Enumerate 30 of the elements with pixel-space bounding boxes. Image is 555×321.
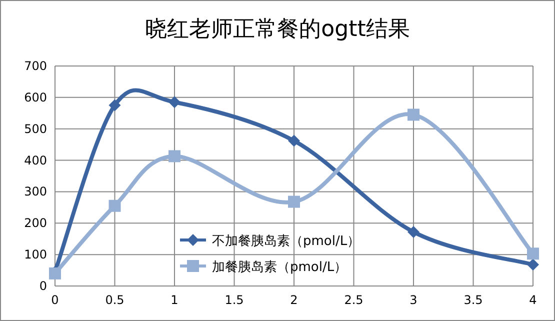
- y-tick-label: 500: [24, 122, 47, 136]
- y-tick-label: 0: [39, 279, 47, 293]
- x-tick-label: 4: [529, 293, 537, 307]
- y-tick-label: 200: [24, 216, 47, 230]
- y-tick-label: 400: [24, 153, 47, 168]
- point: [527, 258, 539, 271]
- legend-label: 不加餐胰岛素（pmol/L）: [212, 234, 360, 249]
- point: [288, 134, 300, 147]
- x-tick-label: 0.5: [105, 293, 124, 307]
- point: [527, 248, 539, 260]
- point: [408, 226, 420, 238]
- y-tick-label: 100: [24, 248, 47, 262]
- point: [108, 99, 121, 112]
- point: [288, 196, 300, 208]
- point: [168, 150, 180, 162]
- chart-title: 晓红老师正常餐的ogtt结果: [145, 17, 410, 42]
- x-tick-label: 3: [410, 293, 418, 307]
- legend-label: 加餐胰岛素（pmol/L）: [212, 260, 348, 275]
- x-tick-label: 3.5: [464, 293, 483, 307]
- y-tick-label: 600: [24, 90, 47, 104]
- y-tick-label: 700: [24, 59, 47, 73]
- point: [408, 108, 420, 121]
- x-tick-label: 1.5: [224, 293, 244, 307]
- x-tick-label: 0: [51, 293, 59, 307]
- point: [108, 200, 121, 212]
- x-tick-label: 1: [170, 293, 178, 307]
- x-tick-label: 2: [290, 293, 298, 307]
- y-tick-label: 300: [24, 184, 47, 199]
- x-tick-label: 2.5: [344, 293, 364, 307]
- point: [168, 96, 180, 108]
